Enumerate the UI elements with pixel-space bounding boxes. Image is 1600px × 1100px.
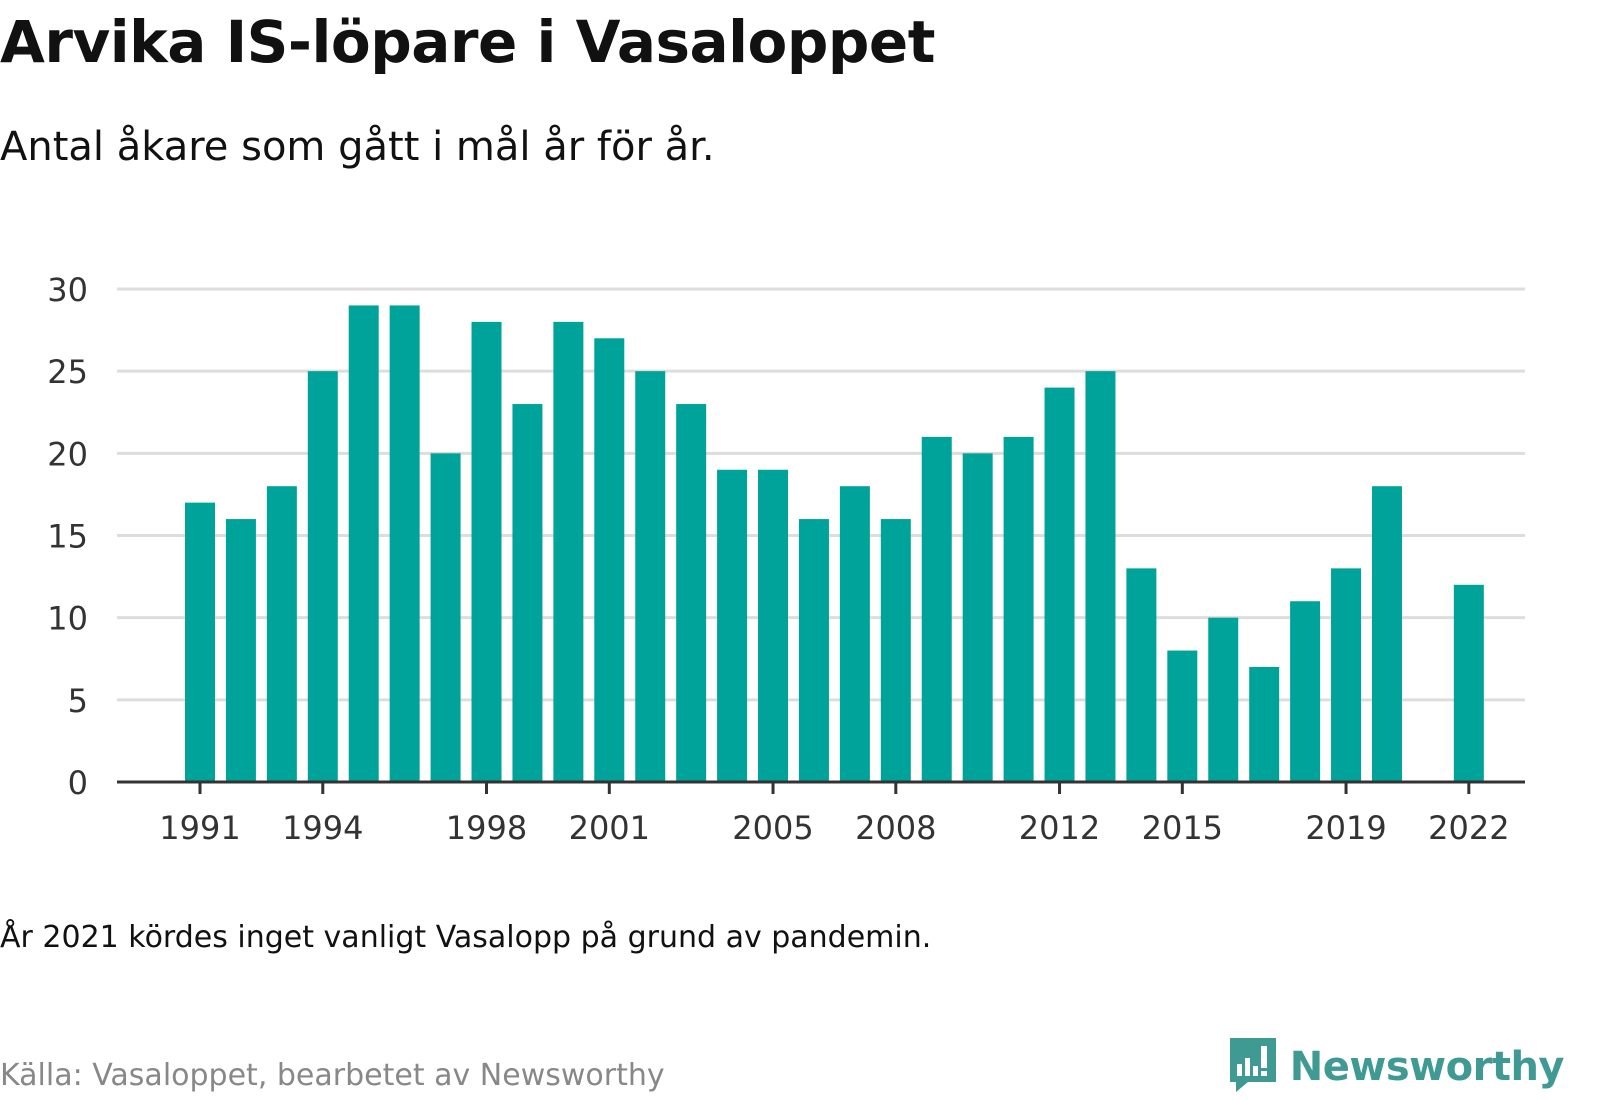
bar (389, 305, 420, 782)
bars (185, 305, 1484, 782)
bar (1371, 486, 1402, 782)
bar (1085, 371, 1116, 782)
y-tick-label: 25 (47, 353, 88, 391)
newsworthy-brand-name: Newsworthy (1289, 1044, 1565, 1090)
x-tick-label: 1991 (159, 809, 240, 847)
bar (430, 453, 461, 782)
newsworthy-logo-icon (1228, 1036, 1278, 1098)
x-tick-label: 1994 (282, 809, 363, 847)
x-tick-label: 2005 (732, 809, 813, 847)
x-tick-label: 2019 (1305, 809, 1386, 847)
chart-title: Arvika IS-löpare i Vasaloppet (0, 8, 935, 76)
bar (1208, 617, 1239, 782)
chart-subtitle: Antal åkare som gått i mål år för år. (0, 124, 715, 170)
bar (758, 469, 789, 782)
bar (962, 453, 993, 782)
y-tick-label: 10 (47, 600, 88, 638)
newsworthy-brand[interactable]: Newsworthy (1228, 1036, 1565, 1098)
y-axis-ticks: 0 5 10 15 20 25 30 (47, 271, 88, 802)
bar (880, 519, 911, 782)
bar (348, 305, 379, 782)
bar (307, 371, 338, 782)
x-tick-label: 2001 (569, 809, 650, 847)
bar (1003, 436, 1034, 782)
bar (594, 338, 625, 782)
bar (1249, 666, 1280, 782)
x-tick-label: 2012 (1019, 809, 1100, 847)
y-tick-label: 5 (68, 682, 88, 720)
bar (1126, 568, 1157, 782)
bar (717, 469, 748, 782)
bar (1044, 387, 1075, 782)
bar (512, 404, 543, 782)
bar (1290, 601, 1321, 782)
y-tick-label: 30 (47, 271, 88, 309)
x-tick-label: 1998 (446, 809, 527, 847)
bar (185, 502, 215, 782)
bar (798, 519, 829, 782)
bar (676, 404, 707, 782)
y-tick-label: 15 (47, 518, 88, 556)
y-tick-label: 0 (68, 764, 88, 802)
bar (635, 371, 666, 782)
y-tick-label: 20 (47, 435, 88, 473)
source-text: Källa: Vasaloppet, bearbetet av Newswort… (0, 1058, 665, 1093)
x-tick-label: 2008 (855, 809, 936, 847)
x-tick-label: 2015 (1142, 809, 1223, 847)
bar (553, 321, 584, 782)
bar (1167, 650, 1198, 782)
x-axis-ticks: 1991 1994 1998 2001 2005 2008 2012 2015 2019 2022 (159, 782, 1510, 847)
bar (1331, 568, 1362, 782)
bar (471, 321, 502, 782)
bar (225, 519, 256, 782)
x-tick-label: 2022 (1428, 809, 1509, 847)
bar (266, 486, 297, 782)
bar (921, 436, 952, 782)
chart-note: År 2021 kördes inget vanligt Vasalopp på… (0, 920, 932, 955)
bar (839, 486, 870, 782)
bar (1453, 584, 1484, 782)
bar-chart: 0 5 10 15 20 25 30 1991 1994 1998 2001 2005 2008 201… (47, 271, 1525, 847)
